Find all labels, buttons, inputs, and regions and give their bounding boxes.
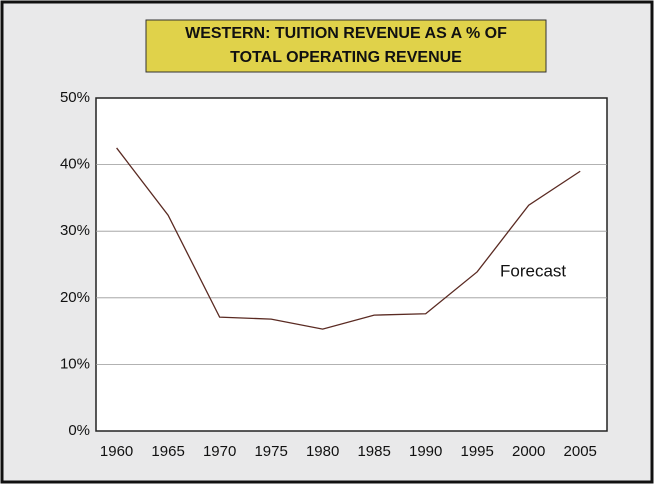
annotation: Forecast: [500, 261, 566, 280]
title-box: [145, 19, 547, 73]
chart-title: TOTAL OPERATING REVENUE: [230, 49, 462, 66]
line: [116, 147, 581, 330]
y-tick-label: 30%: [60, 222, 90, 239]
x-tick-label: 1985: [357, 443, 390, 460]
y-tick-label: 10%: [60, 355, 90, 372]
x-tick-label: 1975: [254, 443, 287, 460]
y-tick-label: 50%: [60, 89, 90, 106]
x-tick-label: 2005: [564, 443, 597, 460]
x-tick-label: 1960: [100, 443, 133, 460]
x-tick-label: 1980: [306, 443, 339, 460]
plot-area: [95, 97, 608, 432]
y-tick-label: 0%: [68, 422, 90, 439]
chart-title: WESTERN: TUITION REVENUE AS A % OF: [185, 25, 507, 42]
y-tick-label: 40%: [60, 156, 90, 173]
x-tick-label: 1970: [203, 443, 236, 460]
x-tick-label: 1965: [151, 443, 184, 460]
x-tick-label: 1990: [409, 443, 442, 460]
x-tick-label: 2000: [512, 443, 545, 460]
x-tick-label: 1995: [461, 443, 494, 460]
y-tick-label: 20%: [60, 289, 90, 306]
